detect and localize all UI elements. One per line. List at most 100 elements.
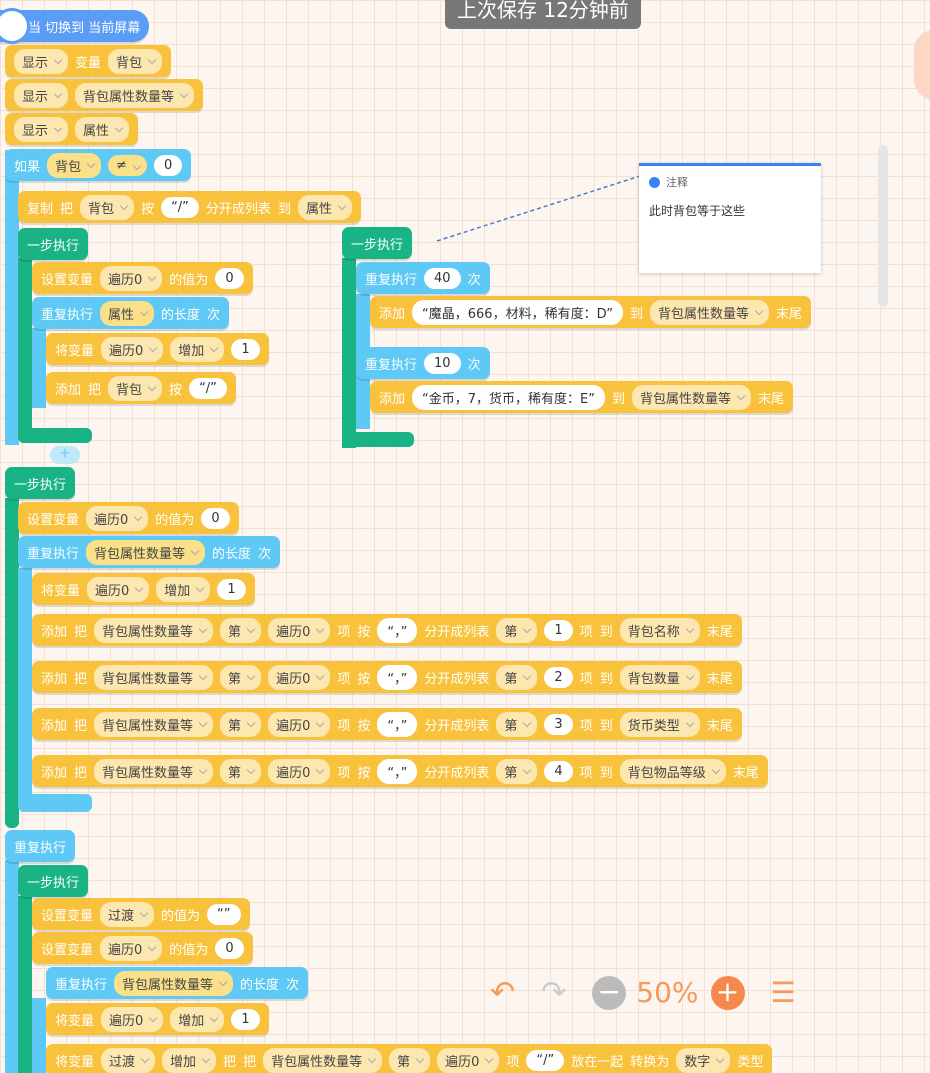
input[interactable]: 4: [544, 760, 573, 782]
code-block[interactable]: 重复执行 10 次: [356, 347, 490, 379]
dropdown[interactable]: 遍历0: [87, 576, 150, 602]
zoom-in[interactable]: +: [710, 975, 745, 1010]
code-block[interactable]: 设置变量 遍历0 的值为 0: [32, 932, 253, 964]
code-block[interactable]: 重复执行 背包属性数量等 的长度次: [46, 967, 309, 999]
dropdown[interactable]: 过渡: [101, 1047, 156, 1073]
input[interactable]: “，”: [377, 711, 418, 737]
code-block[interactable]: 重复执行 40 次: [356, 262, 490, 294]
dropdown[interactable]: 属性: [297, 194, 352, 220]
code-block[interactable]: 如果 背包 ≠ 0: [5, 149, 192, 181]
dropdown[interactable]: 背包属性数量等: [632, 384, 752, 410]
code-block[interactable]: 重复执行: [5, 830, 76, 862]
dropdown[interactable]: 第: [496, 711, 538, 737]
code-block[interactable]: 添加把背包按 “/”: [46, 372, 236, 404]
input[interactable]: 10: [424, 352, 461, 374]
dropdown[interactable]: 背包属性数量等: [94, 758, 214, 784]
input[interactable]: 1: [217, 578, 246, 600]
input[interactable]: 0: [153, 154, 183, 176]
input[interactable]: 2: [544, 666, 573, 688]
code-block[interactable]: 设置变量 遍历0 的值为 0: [18, 502, 239, 534]
dropdown[interactable]: 背包属性数量等: [94, 711, 214, 737]
dropdown[interactable]: 增加: [170, 336, 225, 362]
dropdown[interactable]: 第: [389, 1047, 431, 1073]
code-block[interactable]: 添加 “魔晶，666，材料，稀有度：D” 到背包属性数量等 末尾: [370, 296, 812, 328]
dropdown[interactable]: 第: [496, 758, 538, 784]
input[interactable]: 1: [544, 619, 573, 641]
dropdown[interactable]: 第: [220, 711, 262, 737]
code-block[interactable]: 复制把背包按 “/” 分开成列表到属性: [18, 191, 361, 223]
dropdown[interactable]: 第: [220, 758, 262, 784]
redo[interactable]: ↷: [541, 975, 567, 1010]
input[interactable]: “”: [207, 903, 241, 925]
dropdown[interactable]: 背包物品等级: [619, 758, 726, 784]
dropdown[interactable]: 遍历0: [268, 664, 331, 690]
dropdown[interactable]: 第: [220, 664, 262, 690]
code-block[interactable]: 显示 属性: [5, 113, 139, 145]
zoom-out[interactable]: −: [592, 975, 627, 1010]
input[interactable]: “魔晶，666，材料，稀有度：D”: [412, 299, 623, 325]
side-handle[interactable]: [914, 30, 930, 100]
dropdown[interactable]: 第: [496, 617, 538, 643]
dropdown[interactable]: 显示: [14, 82, 69, 108]
input[interactable]: 0: [215, 267, 244, 289]
dropdown[interactable]: 遍历0: [268, 711, 331, 737]
dropdown[interactable]: 背包属性数量等: [86, 539, 206, 565]
code-block[interactable]: 添加把背包属性数量等第遍历0 项按 “，” 分开成列表第 4 项到背包物品等级 末尾: [32, 755, 768, 787]
code-block[interactable]: 一步执行: [5, 467, 76, 499]
undo[interactable]: ↶: [490, 975, 516, 1010]
dropdown[interactable]: 遍历0: [268, 617, 331, 643]
dropdown[interactable]: 背包数量: [619, 664, 700, 690]
input[interactable]: “/”: [526, 1049, 565, 1071]
dropdown[interactable]: 过渡: [100, 901, 155, 927]
dropdown[interactable]: 遍历0: [100, 935, 163, 961]
code-block[interactable]: 显示 变量 背包: [5, 45, 172, 77]
dropdown[interactable]: 背包属性数量等: [94, 664, 214, 690]
dropdown[interactable]: 遍历0: [100, 265, 163, 291]
dropdown[interactable]: 增加: [170, 1006, 225, 1032]
input[interactable]: 0: [201, 507, 230, 529]
input[interactable]: “金币，7，货币，稀有度：E”: [412, 384, 605, 410]
input[interactable]: “/”: [161, 196, 199, 218]
input[interactable]: “，”: [377, 664, 418, 690]
dropdown[interactable]: 遍历0: [86, 505, 149, 531]
dropdown[interactable]: ≠: [108, 154, 147, 176]
input[interactable]: “，”: [377, 617, 418, 643]
dropdown[interactable]: 背包名称: [619, 617, 700, 643]
code-block[interactable]: 重复执行 属性 的长度次: [32, 297, 230, 329]
code-block[interactable]: 将变量 过渡 增加把把背包属性数量等第遍历0 项 “/” 放在一起 转换为 数字 类型: [46, 1044, 773, 1073]
code-block[interactable]: 将变量 遍历0 增加 1: [46, 333, 269, 365]
dropdown[interactable]: 遍历0: [101, 336, 164, 362]
dropdown[interactable]: 第: [496, 664, 538, 690]
dropdown[interactable]: 背包属性数量等: [263, 1047, 383, 1073]
code-block[interactable]: 一步执行: [18, 228, 89, 260]
dropdown[interactable]: 数字: [676, 1047, 731, 1073]
input[interactable]: 1: [231, 338, 260, 360]
dropdown[interactable]: 背包属性数量等: [114, 970, 234, 996]
dropdown[interactable]: 背包属性数量等: [94, 617, 214, 643]
dropdown[interactable]: 背包: [80, 194, 135, 220]
dropdown[interactable]: 显示: [14, 116, 69, 142]
code-block[interactable]: 将变量 遍历0 增加 1: [46, 1003, 269, 1035]
code-block[interactable]: 一步执行: [18, 865, 89, 897]
dropdown[interactable]: 背包: [108, 375, 163, 401]
dropdown[interactable]: 背包: [47, 152, 102, 178]
dropdown[interactable]: 增加: [162, 1047, 217, 1073]
input[interactable]: “/”: [189, 377, 227, 399]
dropdown[interactable]: 增加: [156, 576, 211, 602]
dropdown[interactable]: 属性: [75, 116, 130, 142]
input[interactable]: 3: [544, 713, 573, 735]
input[interactable]: “，”: [377, 758, 418, 784]
input[interactable]: 1: [231, 1008, 260, 1030]
dropdown[interactable]: 货币类型: [619, 711, 700, 737]
code-block[interactable]: 显示 背包属性数量等: [5, 79, 204, 111]
dropdown[interactable]: 背包: [108, 48, 163, 74]
align[interactable]: ☰: [770, 976, 796, 1009]
dropdown[interactable]: 遍历0: [101, 1006, 164, 1032]
dropdown[interactable]: 显示: [14, 48, 69, 74]
code-block[interactable]: 添加 “金币，7，货币，稀有度：E” 到背包属性数量等 末尾: [370, 381, 794, 413]
code-block[interactable]: 添加把背包属性数量等第遍历0 项按 “，” 分开成列表第 1 项到背包名称 末尾: [32, 614, 742, 646]
dropdown[interactable]: 背包属性数量等: [75, 82, 195, 108]
dropdown[interactable]: 遍历0: [437, 1047, 500, 1073]
add-button[interactable]: +: [50, 446, 80, 464]
code-block[interactable]: 设置变量 过渡 的值为 “”: [32, 898, 250, 930]
